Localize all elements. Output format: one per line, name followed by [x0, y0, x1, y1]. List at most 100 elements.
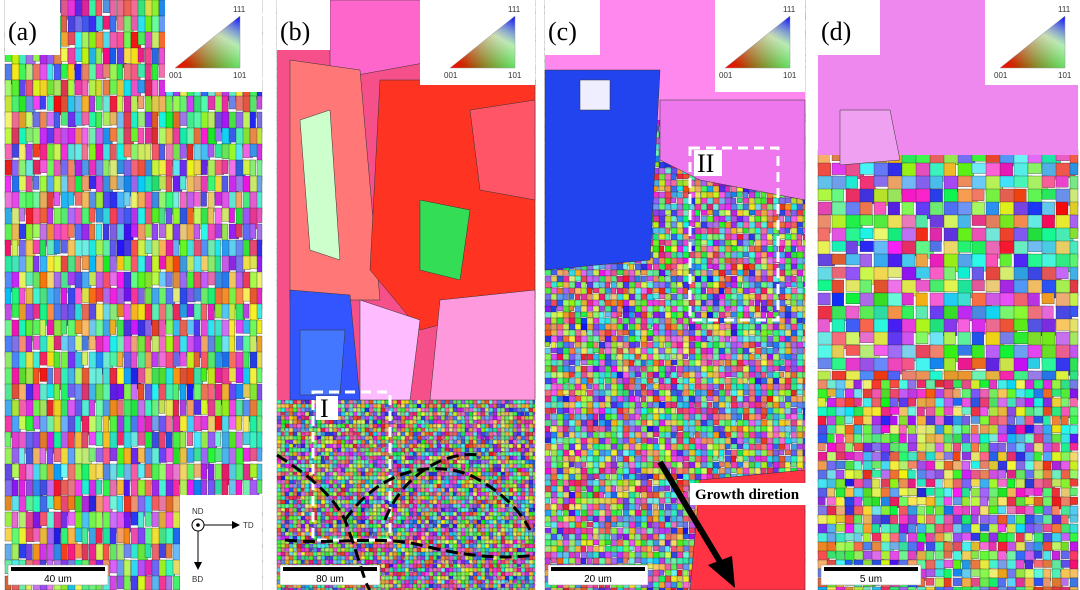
grain: [95, 127, 104, 146]
grain: [165, 127, 173, 147]
grain: [179, 303, 188, 318]
grain: [214, 127, 222, 142]
grain: [151, 415, 160, 431]
grain: [235, 175, 245, 192]
grain: [116, 31, 125, 50]
grain: [88, 399, 95, 418]
grain: [158, 511, 167, 529]
grain: [53, 175, 62, 195]
grain: [130, 479, 139, 499]
grain: [39, 239, 47, 257]
grain: [60, 351, 69, 371]
grain: [130, 431, 139, 447]
grain: [60, 287, 67, 306]
grain: [88, 143, 96, 162]
grain: [144, 31, 153, 50]
grain: [137, 79, 145, 94]
grain: [256, 447, 263, 462]
grain: [109, 495, 118, 510]
grain: [151, 63, 159, 81]
grain: [102, 79, 111, 96]
grain: [137, 415, 145, 435]
grain: [18, 399, 26, 418]
grain: [242, 303, 250, 319]
grain: [151, 431, 159, 450]
grain: [95, 0, 103, 17]
grain: [193, 399, 202, 415]
grain: [109, 223, 118, 240]
grain: [158, 95, 167, 114]
grain: [74, 63, 82, 83]
grain: [11, 239, 18, 259]
grain: [32, 255, 40, 273]
grain: [228, 383, 237, 400]
grain: [53, 239, 61, 254]
grain: [32, 319, 41, 335]
grain: [123, 239, 132, 259]
grain: [214, 95, 223, 115]
grain: [109, 111, 118, 126]
grain: [165, 159, 173, 178]
grain: [179, 159, 187, 179]
grain: [193, 303, 202, 321]
grain: [242, 447, 251, 462]
grain: [11, 207, 20, 226]
grain: [144, 399, 152, 417]
grain: [179, 351, 187, 367]
grain: [172, 239, 180, 258]
grain: [60, 399, 69, 418]
grain: [67, 447, 76, 465]
grain: [81, 143, 88, 161]
grain: [144, 447, 152, 467]
grain: [256, 335, 263, 353]
grain: [200, 175, 208, 193]
grain: [53, 495, 62, 510]
grain: [186, 463, 195, 480]
grain: [235, 415, 242, 431]
grain: [179, 367, 189, 386]
grain: [256, 255, 263, 272]
grain: [151, 111, 158, 129]
grain: [249, 223, 256, 239]
grain: [18, 207, 25, 222]
grain: [18, 303, 27, 322]
grain: [158, 383, 167, 401]
grain: [4, 239, 11, 256]
grain: [144, 255, 152, 274]
grain: [221, 319, 230, 338]
grain: [95, 383, 105, 402]
grain: [116, 399, 124, 416]
grain: [256, 207, 263, 223]
grain: [25, 479, 33, 496]
grain: [39, 399, 47, 418]
grain: [11, 543, 19, 561]
grain: [256, 95, 263, 110]
grain: [186, 239, 194, 257]
grain: [235, 431, 243, 450]
grain: [74, 479, 83, 499]
grain: [165, 239, 174, 257]
grain: [193, 351, 200, 368]
grain: [60, 47, 68, 62]
grain: [200, 367, 207, 382]
grain: [53, 191, 60, 206]
grain: [95, 463, 104, 479]
grain: [186, 319, 195, 335]
grain: [144, 463, 153, 478]
grain: [18, 143, 26, 163]
grain: [109, 447, 119, 462]
grain: [88, 63, 97, 81]
grain: [158, 47, 165, 67]
grain: [81, 255, 90, 270]
grain: [39, 367, 49, 382]
grain: [39, 175, 47, 193]
grain: [116, 287, 125, 305]
grain: [256, 383, 263, 403]
grain: [116, 431, 124, 446]
grain: [207, 143, 215, 158]
grain: [193, 223, 200, 240]
grain: [4, 207, 12, 226]
grain: [137, 463, 145, 479]
grain: [102, 143, 111, 162]
grain: [137, 287, 145, 306]
